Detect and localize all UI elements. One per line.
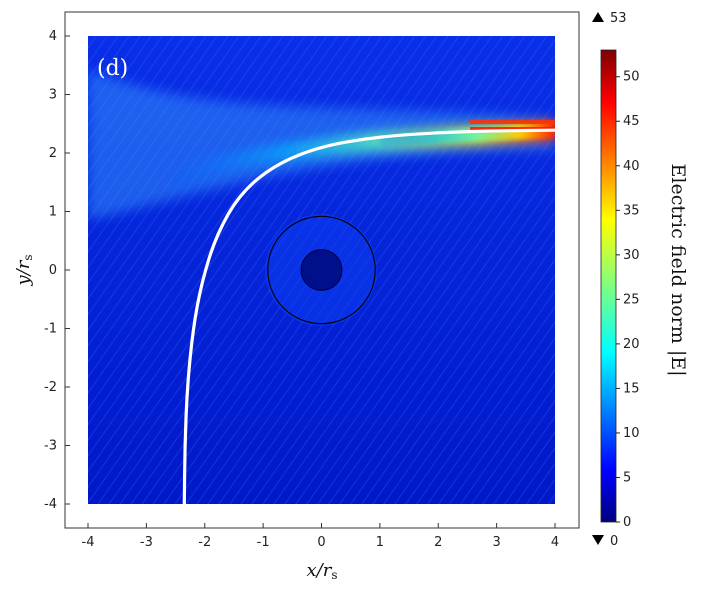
x-axis-title: x/rs xyxy=(307,560,338,582)
colorbar-title: Electric field norm |E| xyxy=(667,164,689,377)
y-tick-label: -2 xyxy=(44,380,57,395)
colorbar-max-label: 53 xyxy=(610,11,627,26)
colorbar-tick-label: 15 xyxy=(623,381,640,396)
y-tick-label: 0 xyxy=(49,263,57,278)
colorbar-tick-label: 50 xyxy=(623,70,640,85)
colorbar-tick-label: 35 xyxy=(623,203,640,218)
y-axis: 4 3 2 1 0 -1 -2 -3 -4 xyxy=(44,29,70,512)
x-tick-label: -4 xyxy=(82,535,95,550)
x-tick-label: -3 xyxy=(140,535,153,550)
y-axis-title: y/rs xyxy=(13,254,35,286)
ray-path xyxy=(182,128,555,504)
colorbar-tick-label: 0 xyxy=(623,515,631,530)
y-tick-label: 1 xyxy=(49,205,57,220)
y-tick-label: 4 xyxy=(49,29,57,44)
colorbar-min-label: 0 xyxy=(610,534,618,549)
colorbar-tick-label: 5 xyxy=(623,470,631,485)
colorbar-tick-label: 25 xyxy=(623,292,640,307)
x-tick-label: 2 xyxy=(434,535,442,550)
colorbar xyxy=(600,49,617,523)
x-tick-label: 3 xyxy=(492,535,500,550)
scatterer-shell xyxy=(267,215,376,325)
y-tick-label: -3 xyxy=(44,439,57,454)
scatterer-core xyxy=(300,249,343,291)
x-tick-label: 0 xyxy=(317,535,325,550)
y-tick-label: -1 xyxy=(44,322,57,337)
max-arrow-icon xyxy=(592,12,604,22)
x-tick-label: 4 xyxy=(551,535,559,550)
colorbar-tick-label: 40 xyxy=(623,159,640,174)
x-tick-label: -1 xyxy=(257,535,270,550)
colorbar-tick-label: 10 xyxy=(623,426,640,441)
y-tick-label: 3 xyxy=(49,88,57,103)
y-tick-label: -4 xyxy=(44,497,57,512)
colorbar-tick-label: 20 xyxy=(623,337,640,352)
colorbar-tick-label: 30 xyxy=(623,248,640,263)
field-heatmap xyxy=(88,36,555,504)
panel-label: (d) xyxy=(97,56,128,81)
min-arrow-icon xyxy=(592,535,604,545)
colorbar-tick-label: 45 xyxy=(623,114,640,129)
x-axis: -4 -3 -2 -1 0 1 2 3 4 xyxy=(82,523,559,550)
y-tick-label: 2 xyxy=(49,146,57,161)
colorbar-ticks: 0 5 10 15 20 25 30 35 40 45 50 xyxy=(616,70,640,530)
x-tick-label: 1 xyxy=(376,535,384,550)
x-tick-label: -2 xyxy=(198,535,211,550)
